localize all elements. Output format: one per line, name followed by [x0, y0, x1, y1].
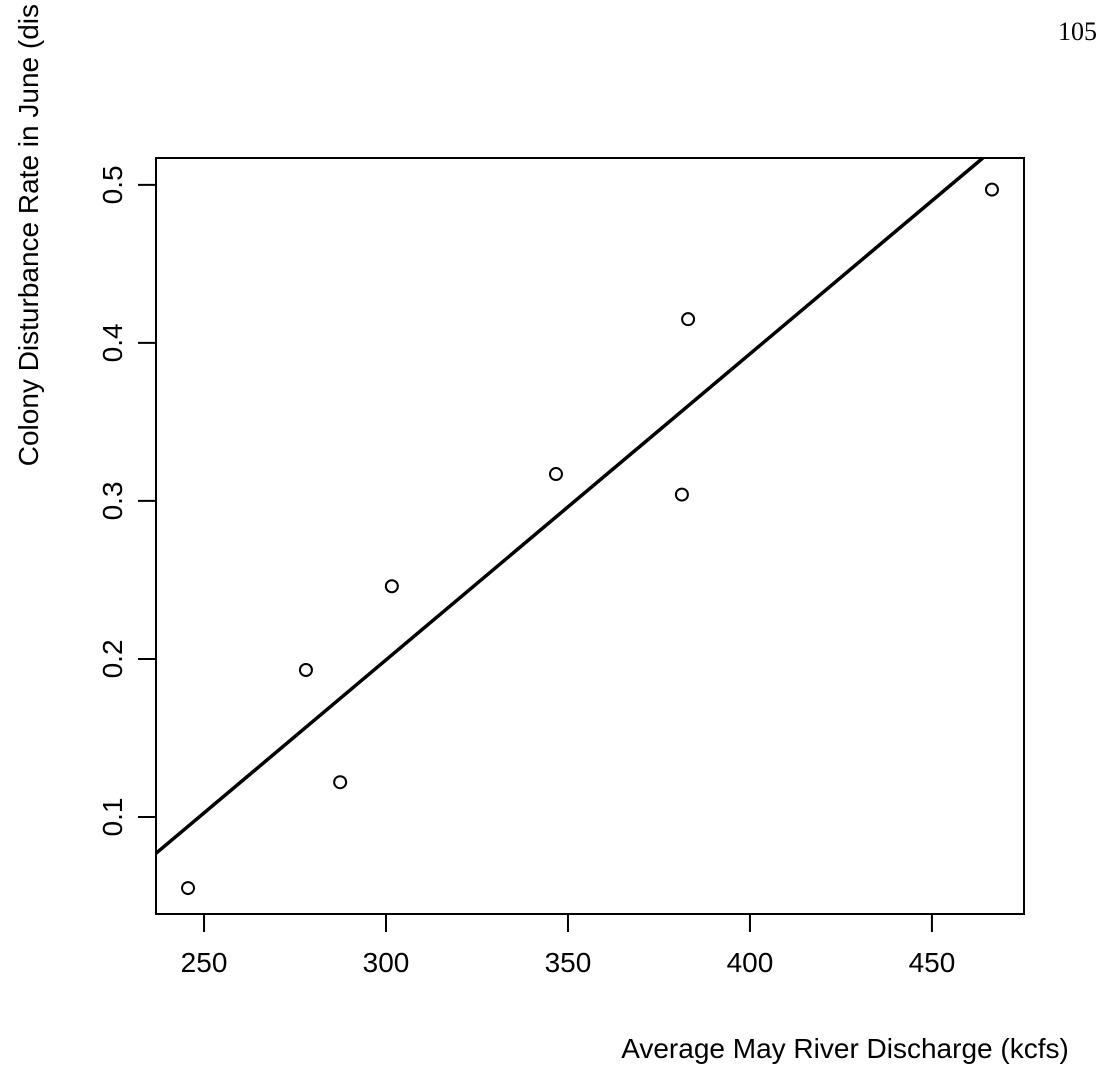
x-tick-label: 350: [545, 947, 592, 978]
point: [681, 312, 696, 327]
page-number: 105: [1058, 17, 1097, 46]
fit-line: [154, 156, 985, 855]
point: [548, 467, 563, 482]
point: [674, 487, 689, 502]
x-tick-label: 400: [727, 947, 774, 978]
point: [333, 775, 348, 790]
y-tick-label: 0.5: [97, 165, 128, 204]
point: [384, 579, 399, 594]
x-tick-label: 450: [909, 947, 956, 978]
x-axis-label: Average May River Discharge (kcfs): [621, 1033, 1069, 1064]
point: [984, 182, 999, 197]
x-tick-label: 300: [363, 947, 410, 978]
point: [181, 881, 196, 896]
y-tick-label: 0.2: [97, 639, 128, 678]
y-axis-label: Colony Disturbance Rate in June (dis: [13, 4, 44, 466]
y-tick-label: 0.1: [97, 798, 128, 837]
plot-frame: [155, 157, 1025, 915]
point: [298, 663, 313, 678]
x-tick-label: 250: [181, 947, 228, 978]
y-tick-label: 0.3: [97, 481, 128, 520]
y-tick-label: 0.4: [97, 323, 128, 362]
